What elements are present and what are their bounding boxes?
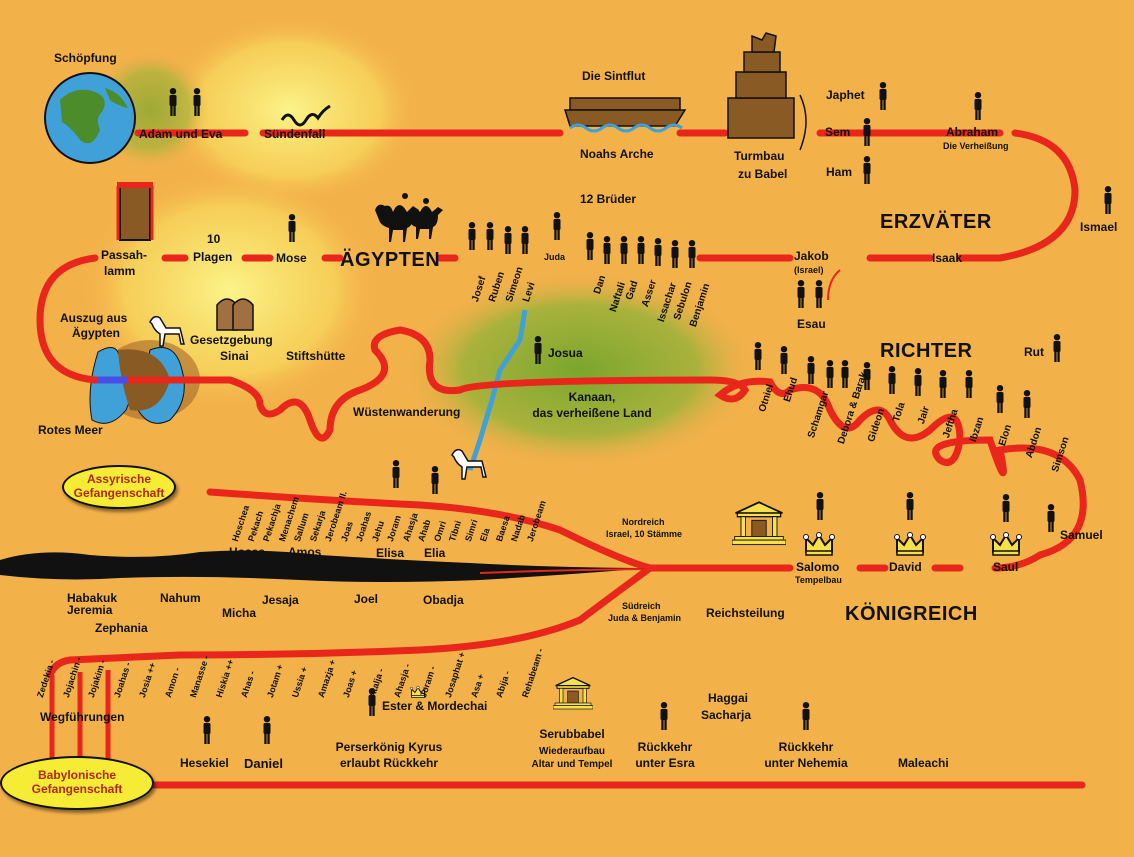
label-rueckkehr-esra: Rückkehr — [637, 740, 693, 754]
label-noahs-arche: Noahs Arche — [580, 147, 654, 161]
label-daniel: Daniel — [244, 756, 284, 771]
label-wuestenwanderung: Wüstenwanderung — [353, 405, 461, 419]
label-maleachi: Maleachi — [898, 756, 949, 770]
crown-icon — [894, 532, 926, 556]
crown-icon — [803, 532, 835, 556]
label-prophet: Joel — [354, 592, 379, 606]
label-ismael: Ismael — [1080, 220, 1118, 234]
label-prophet: Jesaja — [262, 593, 299, 607]
label-david: David — [889, 560, 922, 574]
heading-erzvaeter: ERZVÄTER — [880, 211, 992, 233]
ark-icon — [563, 97, 687, 133]
label-auszug-aegypten: Ägypten — [72, 326, 120, 340]
label-brother: Juda — [544, 252, 566, 262]
tower-of-babel-icon — [727, 32, 795, 139]
label-gefangenschaft: Gefangenschaft — [31, 782, 123, 796]
label-prophet: Habakuk — [67, 591, 118, 605]
label-salomo: Salomo — [796, 560, 840, 574]
label-nordreich: Nordreich — [622, 517, 665, 527]
label-passah: Passah- — [101, 248, 148, 262]
crown-icon — [990, 532, 1022, 556]
label-rotes-meer: Rotes Meer — [38, 423, 103, 437]
label-schoepfung: Schöpfung — [54, 51, 117, 65]
label-turmbau: Turmbau — [734, 149, 785, 163]
label-kanaan: Kanaan, — [568, 390, 616, 404]
label-10: 10 — [207, 232, 221, 246]
label-esau: Esau — [797, 317, 826, 331]
label-prophet: Elisa — [376, 546, 405, 560]
label-abraham: Abraham — [946, 125, 999, 139]
heading-aegypten: ÄGYPTEN — [340, 249, 441, 271]
label-plagen: Plagen — [193, 250, 233, 264]
label-babylonische: Babylonische — [37, 768, 117, 783]
label-mose: Mose — [276, 251, 307, 265]
label-israel-10-staemme: Israel, 10 Stämme — [606, 529, 683, 539]
label-sinai: Sinai — [220, 349, 249, 363]
label-sintflut: Die Sintflut — [582, 69, 646, 83]
label-prophet: Amos — [288, 545, 322, 559]
label-hesekiel: Hesekiel — [180, 756, 229, 770]
label-prophet: Zephania — [95, 621, 148, 635]
label-wiederaufbau: Wiederaufbau — [538, 746, 606, 757]
label-samuel: Samuel — [1060, 528, 1103, 542]
label-erlaubt-rueckkehr: erlaubt Rückkehr — [339, 756, 439, 770]
label-prophet: Elia — [424, 546, 446, 560]
label-gesetzgebung: Gesetzgebung — [190, 333, 273, 347]
label-auszug: Auszug aus — [60, 311, 128, 325]
label-sem: Sem — [825, 125, 851, 139]
label-prophet: Nahum — [160, 591, 201, 605]
label-reichsteilung: Reichsteilung — [706, 606, 785, 620]
label-prophet: Hosea — [229, 545, 266, 559]
label-haggai: Haggai — [708, 691, 749, 705]
label-wegfuehrungen: Wegführungen — [40, 710, 125, 724]
label-altar-tempel: Altar und Tempel — [531, 759, 613, 770]
temple-icon — [732, 501, 786, 546]
label-suendenfall: Sündenfall — [264, 127, 326, 141]
label-kyrus: Perserkönig Kyrus — [335, 740, 443, 754]
label-suedreich: Südreich — [622, 601, 661, 611]
label-gefangenschaft: Gefangenschaft — [73, 486, 165, 500]
label-jakob: Jakob — [794, 249, 829, 263]
label-zu-babel: zu Babel — [738, 167, 788, 181]
bubble-assyrische-gefangenschaft: Assyrische Gefangenschaft — [62, 465, 176, 509]
label-israel: (Israel) — [794, 265, 824, 275]
label-12-brueder: 12 Brüder — [580, 192, 637, 206]
snake-icon — [280, 104, 331, 127]
label-prophet: Jeremia — [67, 603, 113, 617]
heading-richter: RICHTER — [880, 340, 973, 362]
door-icon — [116, 182, 154, 241]
label-isaak: Isaak — [932, 251, 963, 265]
temple-icon — [553, 676, 593, 710]
label-serubbabel: Serubbabel — [539, 727, 605, 741]
label-verheissung: Die Verheißung — [943, 141, 1009, 151]
label-sacharja: Sacharja — [701, 708, 752, 722]
label-rueckkehr-nehemia: Rückkehr — [778, 740, 834, 754]
label-prophet: Micha — [222, 606, 257, 620]
label-prophet: Obadja — [423, 593, 464, 607]
label-stiftshuette: Stiftshütte — [286, 349, 346, 363]
label-rut: Rut — [1024, 345, 1044, 359]
tablets-icon — [216, 298, 254, 331]
label-josua: Josua — [548, 346, 583, 360]
label-saul: Saul — [993, 560, 1019, 574]
label-japhet: Japhet — [826, 88, 865, 102]
goat-icon — [149, 315, 487, 480]
label-lamm: lamm — [104, 264, 136, 278]
label-unter-esra: unter Esra — [635, 756, 695, 770]
camels-icon — [375, 193, 443, 242]
heading-koenigreich: KÖNIGREICH — [845, 603, 978, 625]
label-verheissene-land: das verheißene Land — [532, 406, 652, 420]
label-ham: Ham — [826, 165, 853, 179]
label-unter-nehemia: unter Nehemia — [764, 756, 848, 770]
label-adam-eva: Adam und Eva — [139, 127, 223, 141]
label-assyrische: Assyrische — [86, 472, 152, 487]
bubble-babylonische-gefangenschaft: Babylonische Gefangenschaft — [0, 756, 154, 810]
label-ester-mordechai: Ester & Mordechai — [382, 699, 488, 713]
label-tempelbau: Tempelbau — [795, 575, 842, 585]
label-juda-benjamin: Juda & Benjamin — [608, 613, 682, 623]
